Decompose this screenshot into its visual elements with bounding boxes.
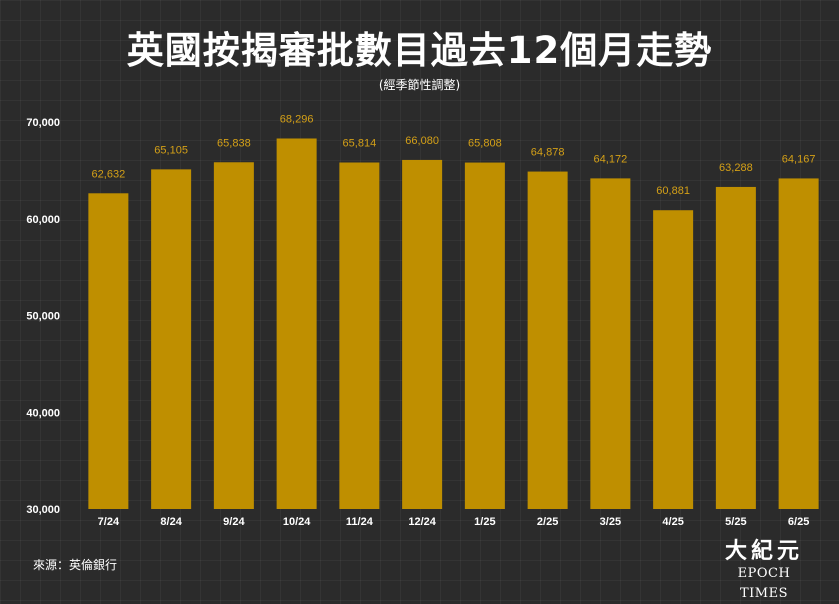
x-tick-label: 1/25 <box>474 516 495 528</box>
y-tick-label: 70,000 <box>26 117 60 129</box>
epoch-times-logo: 大紀元 EPOCH TIMES <box>712 538 816 601</box>
data-label: 65,105 <box>154 144 188 156</box>
bar <box>527 171 568 509</box>
data-label: 62,632 <box>92 168 126 180</box>
data-label: 64,878 <box>531 147 565 159</box>
x-tick-label: 5/25 <box>725 516 746 528</box>
data-label: 65,814 <box>343 137 377 149</box>
bar <box>339 162 380 509</box>
bar <box>715 186 756 509</box>
bar <box>276 138 317 509</box>
chart-title: 英國按揭審批數目過去12個月走勢 <box>126 29 713 72</box>
bar <box>402 159 443 509</box>
logo-chinese-text: 大紀元 <box>724 538 803 564</box>
x-tick-label: 11/24 <box>346 516 374 528</box>
x-tick-label: 9/24 <box>223 516 245 528</box>
x-tick-label: 6/25 <box>788 516 809 528</box>
x-tick-label: 4/25 <box>662 516 683 528</box>
data-label: 63,288 <box>719 162 753 174</box>
y-tick-label: 60,000 <box>26 214 60 226</box>
x-tick-label: 3/25 <box>600 516 621 528</box>
chart-subtitle: (經季節性調整) <box>378 78 461 92</box>
bar <box>213 162 254 510</box>
x-tick-label: 12/24 <box>408 516 436 528</box>
x-tick-label: 7/24 <box>98 516 120 528</box>
x-tick-label: 10/24 <box>283 516 311 528</box>
data-label: 66,080 <box>405 135 439 147</box>
source-note: 來源：英倫銀行 <box>33 558 118 572</box>
bar <box>778 178 819 510</box>
y-tick-label: 50,000 <box>26 311 60 323</box>
bar <box>464 162 505 509</box>
bar <box>88 193 129 509</box>
data-label: 64,167 <box>782 153 816 165</box>
data-label: 65,808 <box>468 138 502 150</box>
bar <box>590 178 631 509</box>
data-label: 65,838 <box>217 137 251 149</box>
x-tick-label: 8/24 <box>160 516 182 528</box>
x-tick-label: 2/25 <box>537 516 558 528</box>
logo-english-text: EPOCH TIMES <box>737 566 791 601</box>
bar <box>151 169 192 509</box>
data-label: 60,881 <box>656 185 690 197</box>
y-tick-label: 30,000 <box>26 504 60 516</box>
y-tick-label: 40,000 <box>26 407 60 419</box>
data-label: 68,296 <box>280 113 314 125</box>
bar <box>653 210 694 509</box>
data-label: 64,172 <box>594 153 628 165</box>
